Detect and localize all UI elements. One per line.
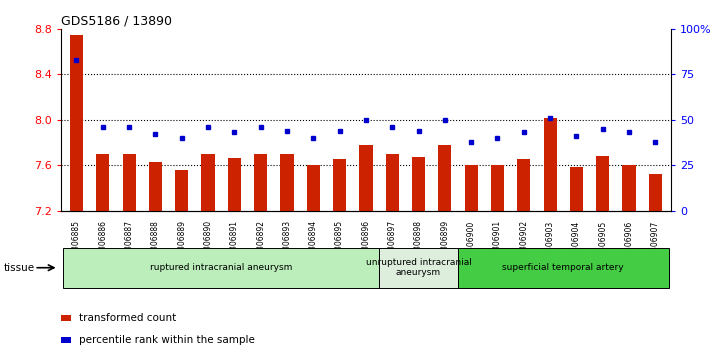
Text: unruptured intracranial
aneurysm: unruptured intracranial aneurysm [366, 258, 471, 277]
Bar [254, 154, 267, 211]
Text: GDS5186 / 13890: GDS5186 / 13890 [61, 15, 171, 28]
Text: percentile rank within the sample: percentile rank within the sample [79, 335, 254, 345]
Bar [175, 170, 188, 211]
Bar [458, 248, 668, 288]
Bar [61, 337, 71, 343]
Bar [96, 154, 109, 211]
Text: tissue: tissue [4, 263, 35, 273]
Bar [438, 145, 451, 211]
Bar [649, 174, 662, 211]
Bar [201, 154, 215, 211]
Bar [61, 314, 71, 321]
Bar [379, 248, 458, 288]
Bar [333, 159, 346, 211]
Bar [359, 145, 373, 211]
Bar [70, 35, 83, 211]
Bar [307, 165, 320, 211]
Bar [623, 165, 635, 211]
Bar [491, 165, 504, 211]
Bar [228, 158, 241, 211]
Bar [64, 248, 379, 288]
Text: superficial temporal artery: superficial temporal artery [503, 263, 624, 272]
Bar [543, 118, 557, 211]
Text: ruptured intracranial aneurysm: ruptured intracranial aneurysm [150, 263, 293, 272]
Bar [149, 162, 162, 211]
Bar [596, 156, 609, 211]
Bar [465, 165, 478, 211]
Bar [517, 159, 531, 211]
Text: transformed count: transformed count [79, 313, 176, 323]
Bar [412, 157, 425, 211]
Bar [570, 167, 583, 211]
Bar [281, 154, 293, 211]
Bar [386, 154, 399, 211]
Bar [123, 154, 136, 211]
